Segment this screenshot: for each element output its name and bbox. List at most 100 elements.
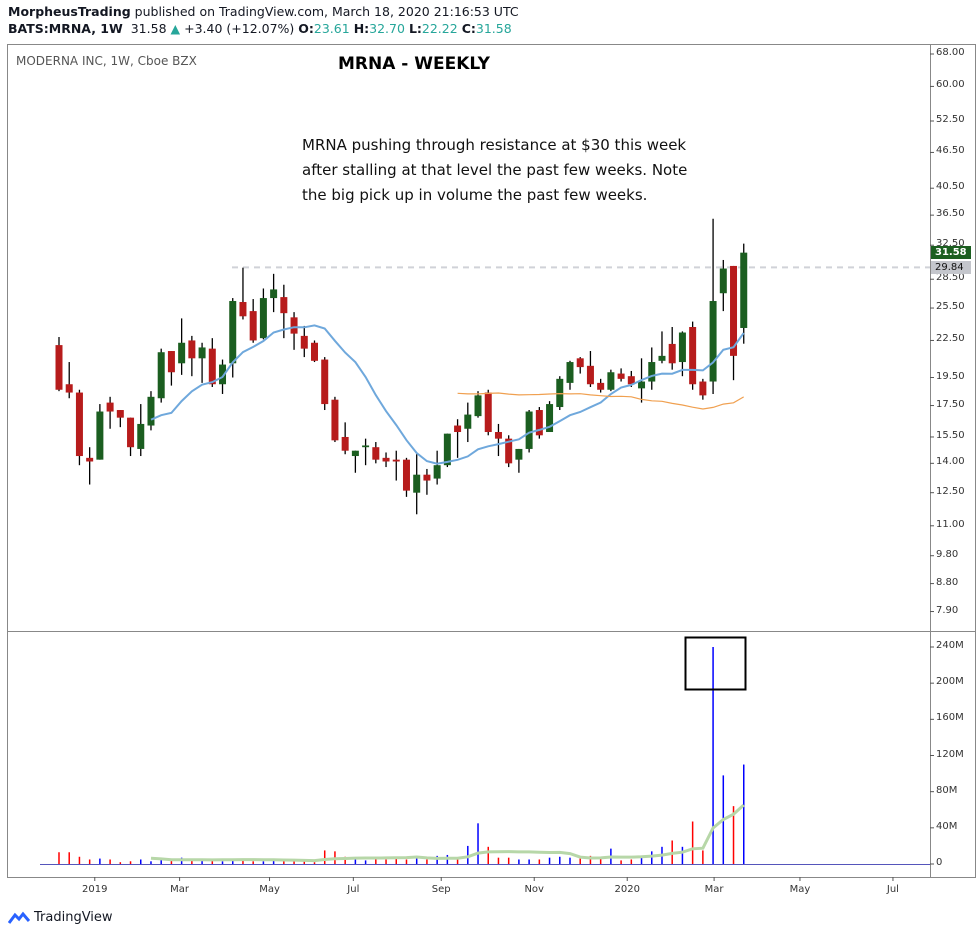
price-tick-label: 12.50 bbox=[936, 485, 965, 497]
candle-body bbox=[402, 459, 410, 491]
candle-body bbox=[270, 289, 278, 299]
close-label: C: bbox=[461, 21, 476, 36]
volume-ma-line bbox=[150, 803, 745, 863]
time-tick-label: Nov bbox=[524, 884, 544, 895]
candle-body bbox=[678, 332, 686, 363]
candle-body bbox=[188, 340, 196, 359]
time-tick-label: 2020 bbox=[614, 884, 640, 895]
candle-body bbox=[239, 302, 247, 317]
volume-tick-label: 160M bbox=[936, 712, 964, 724]
author[interactable]: MorpheusTrading bbox=[8, 4, 131, 19]
candle-body bbox=[423, 474, 431, 481]
published-text: published on TradingView.com, March 18, … bbox=[134, 4, 519, 19]
candle-body bbox=[147, 396, 155, 426]
candle-body bbox=[454, 425, 462, 433]
high-label: H: bbox=[353, 21, 370, 36]
price-tick-label: 52.50 bbox=[936, 114, 965, 125]
candle-body bbox=[699, 381, 707, 396]
candle-body bbox=[362, 445, 370, 448]
time-tick-label: Mar bbox=[704, 884, 724, 895]
axis-ticks bbox=[94, 53, 934, 881]
resistance-price-label: 29.84 bbox=[931, 261, 971, 275]
tradingview-footer[interactable]: TradingView bbox=[8, 910, 113, 925]
candle-body bbox=[617, 373, 625, 379]
candle-body bbox=[300, 335, 308, 349]
candle-body bbox=[689, 326, 697, 385]
candle-body bbox=[198, 347, 206, 359]
price-tick-label: 17.50 bbox=[936, 398, 965, 410]
candle-body bbox=[86, 457, 94, 462]
candle-body bbox=[484, 392, 492, 433]
candle-body bbox=[494, 432, 502, 439]
time-tick-label: May bbox=[259, 884, 280, 895]
candle-body bbox=[392, 459, 400, 462]
symbol-label: BATS:MRNA, 1W bbox=[8, 21, 123, 36]
candle-body bbox=[290, 317, 298, 334]
candle-body bbox=[178, 342, 186, 364]
high-value: 32.70 bbox=[369, 21, 405, 36]
close-value: 31.58 bbox=[475, 21, 512, 36]
candle-body bbox=[566, 362, 574, 383]
time-tick-label: Jul bbox=[347, 884, 360, 895]
candle-body bbox=[668, 343, 676, 364]
candle-body bbox=[546, 404, 554, 433]
volume-tick-label: 40M bbox=[936, 820, 958, 832]
time-tick-label: Jul bbox=[886, 884, 899, 895]
price-tick-label: 19.50 bbox=[936, 370, 965, 382]
price-tick-label: 68.00 bbox=[936, 47, 965, 58]
price-tick-label: 22.50 bbox=[936, 333, 965, 345]
volume-bars bbox=[40, 647, 930, 865]
brand-name: TradingView bbox=[34, 910, 113, 925]
low-label: L: bbox=[408, 21, 422, 36]
candle-body bbox=[382, 457, 390, 462]
candle-body bbox=[116, 410, 124, 418]
candle-body bbox=[75, 392, 83, 457]
candle-body bbox=[157, 352, 165, 399]
candle-body bbox=[351, 450, 359, 457]
volume-tick-label: 0 bbox=[936, 857, 943, 868]
candle-body bbox=[627, 376, 635, 385]
candle-body bbox=[433, 465, 441, 479]
annotation-line-3: the big pick up in volume the past few w… bbox=[302, 186, 648, 204]
price-tick-label: 60.00 bbox=[936, 79, 965, 91]
last-price-label: 31.58 bbox=[931, 245, 971, 259]
candle-body bbox=[229, 301, 237, 364]
price-change: +3.40 (+12.07%) bbox=[184, 21, 295, 36]
volume-tick-label: 200M bbox=[936, 676, 964, 688]
candle-body bbox=[249, 311, 257, 341]
candle-body bbox=[341, 436, 349, 451]
volume-tick-label: 240M bbox=[936, 640, 964, 651]
candle-body bbox=[535, 410, 543, 436]
candle-body bbox=[709, 301, 717, 382]
price-tick-label: 9.80 bbox=[936, 548, 959, 560]
candle-body bbox=[208, 348, 216, 385]
volume-tick-label: 80M bbox=[936, 784, 958, 796]
candle-body bbox=[607, 372, 615, 390]
candle-body bbox=[576, 358, 584, 368]
ma-fast-line bbox=[150, 324, 745, 465]
last-price: 31.58 bbox=[130, 21, 167, 36]
candle-body bbox=[127, 417, 135, 448]
candle-body bbox=[311, 342, 318, 361]
time-tick-label: Mar bbox=[170, 884, 190, 895]
candles bbox=[55, 218, 748, 515]
candle-body bbox=[443, 433, 451, 466]
price-tick-label: 7.90 bbox=[936, 604, 959, 616]
chart-title: MRNA - WEEKLY bbox=[338, 54, 490, 74]
annotation-line-1: MRNA pushing through resistance at $30 t… bbox=[302, 136, 687, 154]
price-tick-label: 46.50 bbox=[936, 145, 965, 157]
candle-body bbox=[259, 298, 267, 339]
price-tick-label: 15.50 bbox=[936, 429, 965, 441]
candle-body bbox=[372, 447, 380, 460]
open-value: 23.61 bbox=[313, 21, 350, 36]
price-tick-label: 36.50 bbox=[936, 208, 965, 220]
time-tick-label: 2019 bbox=[82, 884, 108, 895]
candle-body bbox=[730, 265, 738, 356]
annotation-line-2: after stalling at that level the past fe… bbox=[302, 161, 688, 179]
ohlc-legend: BATS:MRNA, 1W 31.58 ▲ +3.40 (+12.07%) O:… bbox=[8, 21, 512, 36]
up-triangle-icon: ▲ bbox=[170, 21, 181, 36]
candle-body bbox=[331, 399, 339, 441]
candle-body bbox=[638, 381, 646, 389]
volume-highlight-box bbox=[684, 636, 747, 691]
